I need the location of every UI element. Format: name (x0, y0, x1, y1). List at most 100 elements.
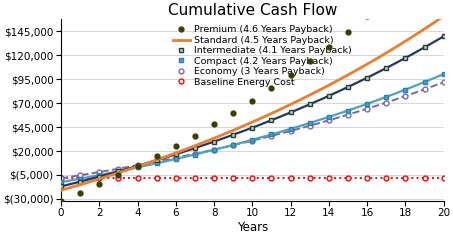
Intermediate (4.1 Years Payback) (231, 133, 236, 136)
Compact (4.2 Years Payback) (307, 122, 313, 124)
Intermediate (4.1 Years Payback) (116, 170, 121, 173)
Compact (4.2 Years Payback) (269, 133, 274, 136)
Intermediate (4.1 Years Payback) (135, 164, 140, 167)
Intermediate (4.1 Years Payback) (250, 126, 255, 129)
Baseline Energy Cost (307, 176, 313, 179)
Baseline Energy Cost (364, 176, 370, 179)
Line: Premium (4.6 Years Payback): Premium (4.6 Years Payback) (58, 0, 446, 203)
Economy (3 Years Payback) (250, 139, 255, 142)
Line: Intermediate (4.1 Years Payback): Intermediate (4.1 Years Payback) (58, 34, 446, 189)
Economy (3 Years Payback) (192, 152, 198, 155)
Baseline Energy Cost (154, 176, 159, 179)
Compact (4.2 Years Payback) (441, 73, 446, 75)
Standard (4.5 Years Payback) (405, 38, 410, 41)
Economy (3 Years Payback) (269, 134, 274, 137)
Baseline Energy Cost (135, 176, 140, 179)
Baseline Energy Cost (269, 176, 274, 179)
Premium (4.6 Years Payback) (269, 87, 274, 90)
Intermediate (4.1 Years Payback) (288, 111, 294, 114)
Baseline Energy Cost (250, 176, 255, 179)
Intermediate (4.1 Years Payback) (441, 35, 446, 38)
Economy (3 Years Payback) (441, 81, 446, 84)
Premium (4.6 Years Payback) (154, 155, 159, 158)
Compact (4.2 Years Payback) (58, 181, 64, 184)
Economy (3 Years Payback) (116, 167, 121, 170)
Economy (3 Years Payback) (212, 148, 217, 151)
Legend: Premium (4.6 Years Payback), Standard (4.5 Years Payback), Intermediate (4.1 Yea: Premium (4.6 Years Payback), Standard (4… (173, 26, 352, 87)
Premium (4.6 Years Payback) (326, 45, 332, 48)
Economy (3 Years Payback) (345, 113, 351, 116)
Compact (4.2 Years Payback) (96, 174, 102, 177)
Intermediate (4.1 Years Payback) (269, 119, 274, 122)
Premium (4.6 Years Payback) (212, 123, 217, 126)
Economy (3 Years Payback) (77, 174, 83, 177)
Compact (4.2 Years Payback) (77, 177, 83, 180)
Intermediate (4.1 Years Payback) (96, 175, 102, 178)
Compact (4.2 Years Payback) (364, 102, 370, 105)
Premium (4.6 Years Payback) (288, 73, 294, 76)
Premium (4.6 Years Payback) (384, 0, 389, 1)
Baseline Energy Cost (422, 176, 427, 179)
Premium (4.6 Years Payback) (77, 191, 83, 194)
Intermediate (4.1 Years Payback) (212, 140, 217, 143)
Economy (3 Years Payback) (364, 107, 370, 110)
Compact (4.2 Years Payback) (192, 153, 198, 156)
Baseline Energy Cost (77, 176, 83, 179)
Baseline Energy Cost (96, 176, 102, 179)
Economy (3 Years Payback) (422, 88, 427, 91)
Compact (4.2 Years Payback) (326, 115, 332, 118)
Intermediate (4.1 Years Payback) (307, 103, 313, 106)
X-axis label: Years: Years (237, 221, 268, 234)
Baseline Energy Cost (231, 176, 236, 179)
Premium (4.6 Years Payback) (307, 60, 313, 63)
Line: Compact (4.2 Years Payback): Compact (4.2 Years Payback) (58, 72, 446, 185)
Baseline Energy Cost (192, 176, 198, 179)
Economy (3 Years Payback) (384, 101, 389, 104)
Compact (4.2 Years Payback) (288, 128, 294, 130)
Economy (3 Years Payback) (173, 156, 178, 159)
Premium (4.6 Years Payback) (96, 183, 102, 186)
Compact (4.2 Years Payback) (173, 158, 178, 160)
Intermediate (4.1 Years Payback) (326, 94, 332, 97)
Intermediate (4.1 Years Payback) (58, 185, 64, 188)
Intermediate (4.1 Years Payback) (154, 159, 159, 162)
Compact (4.2 Years Payback) (135, 166, 140, 169)
Compact (4.2 Years Payback) (116, 170, 121, 173)
Compact (4.2 Years Payback) (345, 109, 351, 112)
Premium (4.6 Years Payback) (345, 30, 351, 33)
Intermediate (4.1 Years Payback) (403, 56, 408, 59)
Compact (4.2 Years Payback) (154, 162, 159, 165)
Text: Cumulative Cash Flow: Cumulative Cash Flow (168, 3, 337, 18)
Economy (3 Years Payback) (231, 144, 236, 147)
Line: Standard (4.5 Years Payback): Standard (4.5 Years Payback) (61, 16, 443, 190)
Premium (4.6 Years Payback) (116, 174, 121, 177)
Intermediate (4.1 Years Payback) (422, 46, 427, 49)
Baseline Energy Cost (384, 176, 389, 179)
Standard (4.5 Years Payback) (285, 105, 290, 107)
Intermediate (4.1 Years Payback) (364, 76, 370, 79)
Standard (4.5 Years Payback) (441, 15, 446, 18)
Compact (4.2 Years Payback) (384, 96, 389, 98)
Economy (3 Years Payback) (96, 171, 102, 173)
Compact (4.2 Years Payback) (250, 138, 255, 141)
Standard (4.5 Years Payback) (58, 189, 64, 192)
Premium (4.6 Years Payback) (135, 164, 140, 167)
Line: Economy (3 Years Payback): Economy (3 Years Payback) (58, 80, 446, 181)
Economy (3 Years Payback) (326, 119, 332, 122)
Line: Baseline Energy Cost: Baseline Energy Cost (58, 175, 446, 180)
Standard (4.5 Years Payback) (286, 104, 292, 107)
Baseline Energy Cost (403, 176, 408, 179)
Economy (3 Years Payback) (307, 124, 313, 127)
Compact (4.2 Years Payback) (212, 148, 217, 151)
Standard (4.5 Years Payback) (381, 53, 386, 56)
Economy (3 Years Payback) (154, 160, 159, 163)
Baseline Energy Cost (288, 176, 294, 179)
Economy (3 Years Payback) (288, 130, 294, 132)
Baseline Energy Cost (212, 176, 217, 179)
Premium (4.6 Years Payback) (250, 99, 255, 102)
Baseline Energy Cost (326, 176, 332, 179)
Premium (4.6 Years Payback) (58, 199, 64, 202)
Compact (4.2 Years Payback) (231, 143, 236, 146)
Intermediate (4.1 Years Payback) (345, 86, 351, 88)
Premium (4.6 Years Payback) (231, 111, 236, 114)
